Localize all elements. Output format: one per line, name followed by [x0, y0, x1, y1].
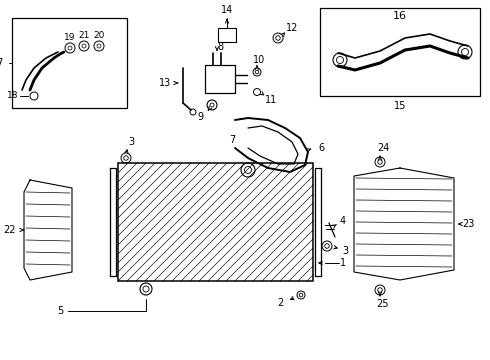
- Bar: [12, 18, 127, 108]
- Bar: [320, 8, 480, 96]
- Text: 3: 3: [342, 246, 348, 256]
- Text: 20: 20: [93, 31, 105, 40]
- Text: 6: 6: [318, 143, 324, 153]
- Text: 22: 22: [3, 225, 16, 235]
- Text: 9: 9: [197, 112, 203, 122]
- Text: 17: 17: [0, 58, 4, 68]
- Text: 25: 25: [376, 299, 388, 309]
- Text: 12: 12: [286, 23, 298, 33]
- Text: 24: 24: [377, 143, 389, 153]
- Text: 13: 13: [159, 78, 171, 88]
- Text: 21: 21: [78, 31, 90, 40]
- Text: 7: 7: [229, 135, 235, 145]
- Text: 19: 19: [64, 33, 76, 42]
- Text: 14: 14: [221, 5, 233, 15]
- Bar: [205, 65, 235, 93]
- Bar: [118, 163, 313, 281]
- Text: 5: 5: [57, 306, 63, 316]
- Text: 3: 3: [128, 137, 134, 147]
- Text: 2: 2: [277, 298, 283, 308]
- Text: 4: 4: [340, 216, 346, 226]
- Text: 23: 23: [462, 219, 474, 229]
- Text: 16: 16: [393, 11, 407, 21]
- Text: 10: 10: [253, 55, 265, 65]
- Text: 18: 18: [6, 91, 18, 100]
- Text: 1: 1: [340, 258, 346, 268]
- Text: 8: 8: [217, 42, 223, 52]
- Bar: [218, 28, 236, 42]
- Text: 15: 15: [394, 101, 406, 111]
- Text: 11: 11: [265, 95, 277, 105]
